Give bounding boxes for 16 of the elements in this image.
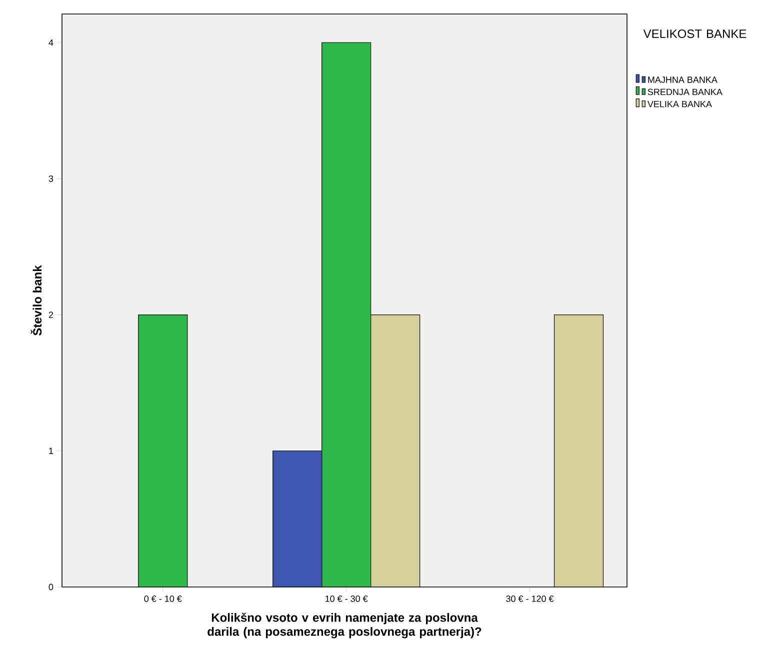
legend-title: VELIKOST BANKE [643,30,746,38]
bar [370,314,420,587]
y-tick-label: 1 [49,448,54,454]
x-tick-label: 10 € - 30 € [326,596,368,602]
legend-label: SREDNJA BANKA [648,88,722,96]
y-axis-title: Število bank [30,265,42,336]
x-axis-title: Kolikšno vsoto v evrih namenjate za poslovna darila (na posameznega poslovnega partnerja)? [208,612,482,638]
x-tick-label: 30 € - 120 € [506,596,554,602]
legend-label: VELIKA BANKA [647,100,712,108]
y-tick-label: 2 [48,312,54,318]
bar [554,314,604,587]
y-tick-label: 4 [48,39,54,46]
y-tick-label: 0 [48,584,54,590]
y-tick-label: 3 [48,175,54,182]
legend-label: MAJHNA BANKA [648,76,718,83]
x-tick-label: 0 € - 10 € [144,596,182,602]
